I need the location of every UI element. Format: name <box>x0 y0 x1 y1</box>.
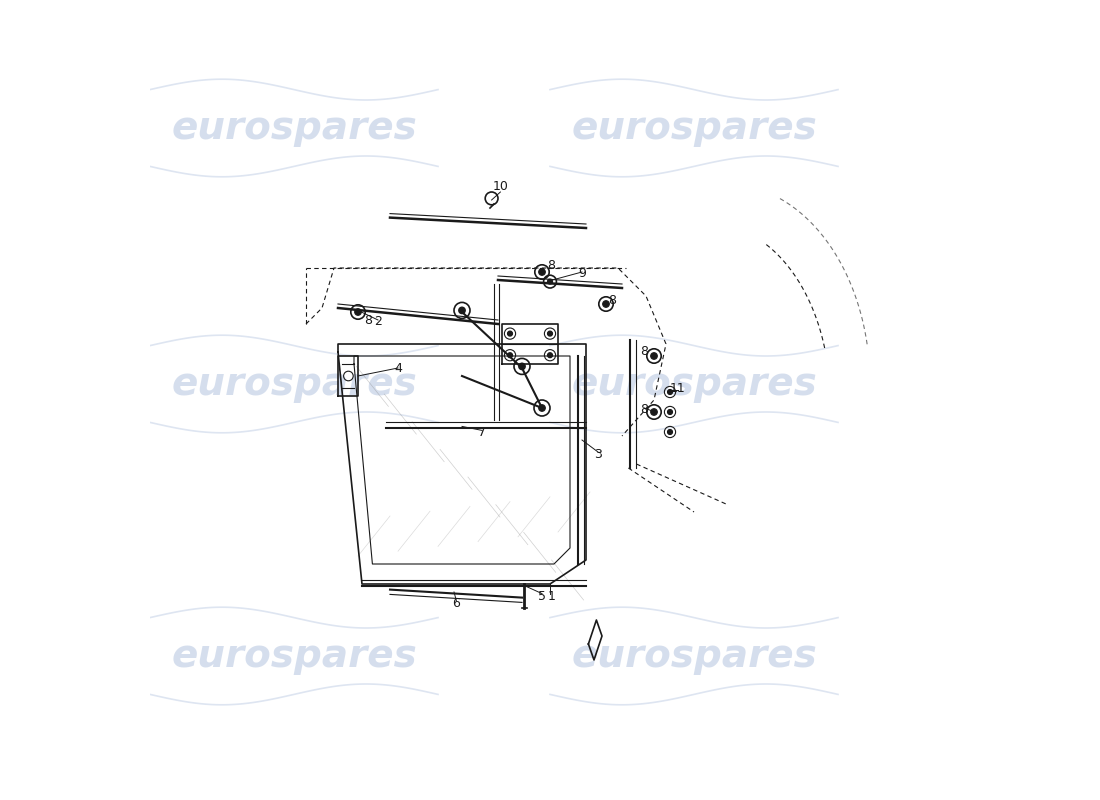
Text: 8: 8 <box>364 314 373 326</box>
Text: 10: 10 <box>493 180 508 193</box>
Text: 6: 6 <box>452 597 460 610</box>
Text: 8: 8 <box>640 403 648 416</box>
Circle shape <box>548 353 552 358</box>
Circle shape <box>507 353 513 358</box>
Text: 8: 8 <box>608 294 616 306</box>
Text: 9: 9 <box>579 267 586 280</box>
Text: eurospares: eurospares <box>571 637 817 675</box>
Text: eurospares: eurospares <box>172 365 417 403</box>
Text: 8: 8 <box>640 346 648 358</box>
Circle shape <box>668 410 672 414</box>
Text: 7: 7 <box>478 426 486 438</box>
Text: eurospares: eurospares <box>172 109 417 147</box>
Circle shape <box>539 405 546 411</box>
Circle shape <box>603 301 609 307</box>
Circle shape <box>459 307 465 314</box>
Circle shape <box>519 363 525 370</box>
Text: eurospares: eurospares <box>571 365 817 403</box>
Circle shape <box>539 269 546 275</box>
Circle shape <box>651 353 657 359</box>
Text: 5: 5 <box>538 590 546 602</box>
Circle shape <box>651 409 657 415</box>
Circle shape <box>548 279 552 284</box>
Text: eurospares: eurospares <box>571 109 817 147</box>
Circle shape <box>548 331 552 336</box>
Text: 2: 2 <box>374 315 382 328</box>
Text: eurospares: eurospares <box>172 637 417 675</box>
Circle shape <box>355 309 361 315</box>
Circle shape <box>668 390 672 394</box>
Text: 11: 11 <box>670 382 686 395</box>
Text: 1: 1 <box>548 590 556 602</box>
Text: 8: 8 <box>548 259 556 272</box>
Circle shape <box>668 430 672 434</box>
Text: 4: 4 <box>394 362 402 374</box>
Circle shape <box>507 331 513 336</box>
Text: 3: 3 <box>594 448 602 461</box>
